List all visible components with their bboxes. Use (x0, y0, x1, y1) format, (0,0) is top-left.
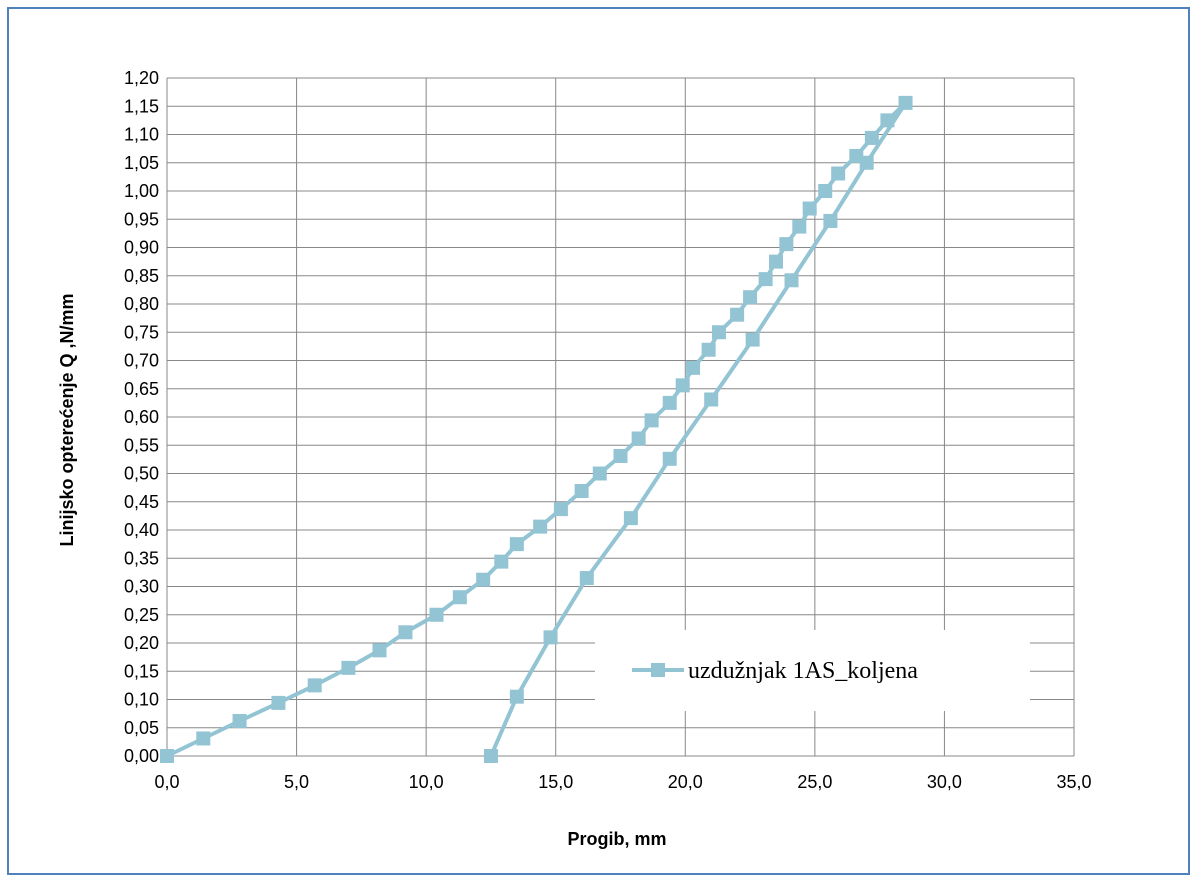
data-point-marker (307, 678, 322, 693)
y-tick-label: 0,65 (124, 379, 159, 399)
data-point-marker (398, 625, 413, 640)
x-tick-labels: 0,0 5,0 10,0 15,0 20,0 25,0 30,0 35,0 (154, 772, 1091, 792)
y-tick-label: 0,55 (124, 435, 159, 455)
y-axis-title: Linijsko opterećenje Q ,N/mm (57, 293, 77, 546)
data-point-marker (779, 237, 794, 252)
data-point-marker (579, 571, 594, 586)
x-tick-label: 30,0 (927, 772, 962, 792)
data-point-marker (232, 713, 247, 728)
y-tick-label: 1,10 (124, 125, 159, 145)
x-axis-title: Progib, mm (567, 829, 666, 849)
grid-lines (166, 77, 1075, 757)
data-point-marker (372, 643, 387, 658)
data-point-marker (543, 630, 558, 645)
data-point-marker (745, 332, 760, 347)
data-point-marker (730, 307, 745, 322)
data-point-marker (341, 660, 356, 675)
x-tick-label: 5,0 (284, 772, 309, 792)
y-tick-label: 1,20 (124, 68, 159, 88)
data-point-marker (662, 395, 677, 410)
y-tick-label: 0,70 (124, 351, 159, 371)
data-point-marker (631, 431, 646, 446)
y-tick-label: 0,10 (124, 690, 159, 710)
chart-frame (7, 7, 1190, 875)
data-point-marker (758, 272, 773, 287)
data-point-marker (271, 695, 286, 710)
data-point-marker (823, 213, 838, 228)
data-point-marker (864, 130, 879, 145)
y-tick-labels: 0,00 0,05 0,10 0,15 0,20 0,25 0,30 0,35 0,40 0,45… (124, 68, 159, 766)
y-tick-label: 0,60 (124, 407, 159, 427)
data-point-marker (662, 451, 677, 466)
data-point-marker (701, 342, 716, 357)
data-point-marker (483, 749, 498, 763)
y-tick-label: 0,95 (124, 209, 159, 229)
data-point-marker (675, 378, 690, 393)
y-tick-label: 0,25 (124, 605, 159, 625)
data-point-marker (574, 484, 589, 499)
data-point-marker (509, 537, 524, 552)
data-point-marker (818, 184, 833, 198)
data-point-marker (533, 519, 548, 534)
data-point-marker (613, 448, 628, 463)
data-point-marker (802, 201, 817, 216)
y-tick-label: 1,00 (124, 181, 159, 201)
data-point-marker (476, 572, 491, 587)
data-point-marker (792, 219, 807, 234)
data-point-marker (859, 155, 874, 170)
y-tick-label: 0,40 (124, 520, 159, 540)
data-point-marker (880, 113, 895, 128)
data-point-marker (160, 749, 174, 763)
legend-marker (651, 663, 665, 677)
data-point-marker (592, 466, 607, 481)
legend: uzdužnjak 1AS_koljena (595, 630, 1030, 711)
y-tick-label: 0,05 (124, 718, 159, 738)
data-point-marker (452, 590, 467, 605)
data-point-marker (196, 731, 211, 746)
y-tick-label: 0,45 (124, 492, 159, 512)
y-tick-label: 0,20 (124, 633, 159, 653)
y-tick-label: 0,35 (124, 548, 159, 568)
data-point-marker (644, 413, 659, 428)
y-tick-label: 1,15 (124, 96, 159, 116)
y-tick-label: 0,75 (124, 322, 159, 342)
data-point-marker (743, 290, 758, 305)
data-point-marker (686, 360, 701, 375)
x-tick-label: 35,0 (1056, 772, 1091, 792)
data-point-marker (553, 502, 568, 517)
data-point-marker (898, 95, 913, 110)
x-tick-label: 10,0 (409, 772, 444, 792)
data-point-marker (704, 392, 719, 407)
data-point-marker (831, 166, 846, 181)
y-tick-label: 1,05 (124, 153, 159, 173)
x-tick-label: 0,0 (154, 772, 179, 792)
data-point-marker (494, 554, 509, 569)
data-point-marker (784, 273, 799, 288)
legend-label: uzdužnjak 1AS_koljena (688, 658, 918, 684)
data-point-marker (509, 689, 524, 704)
y-tick-label: 0,50 (124, 464, 159, 484)
data-point-marker (768, 254, 783, 269)
data-point-marker (711, 325, 726, 340)
y-tick-label: 0,80 (124, 294, 159, 314)
y-tick-label: 0,85 (124, 266, 159, 286)
data-point-marker (623, 511, 638, 526)
data-point-marker (429, 607, 444, 622)
series-layer (160, 95, 913, 763)
y-tick-label: 0,90 (124, 238, 159, 258)
y-tick-label: 0,15 (124, 661, 159, 681)
x-tick-label: 25,0 (797, 772, 832, 792)
x-tick-label: 15,0 (538, 772, 573, 792)
x-tick-label: 20,0 (668, 772, 703, 792)
y-tick-label: 0,00 (124, 746, 159, 766)
y-tick-label: 0,30 (124, 577, 159, 597)
